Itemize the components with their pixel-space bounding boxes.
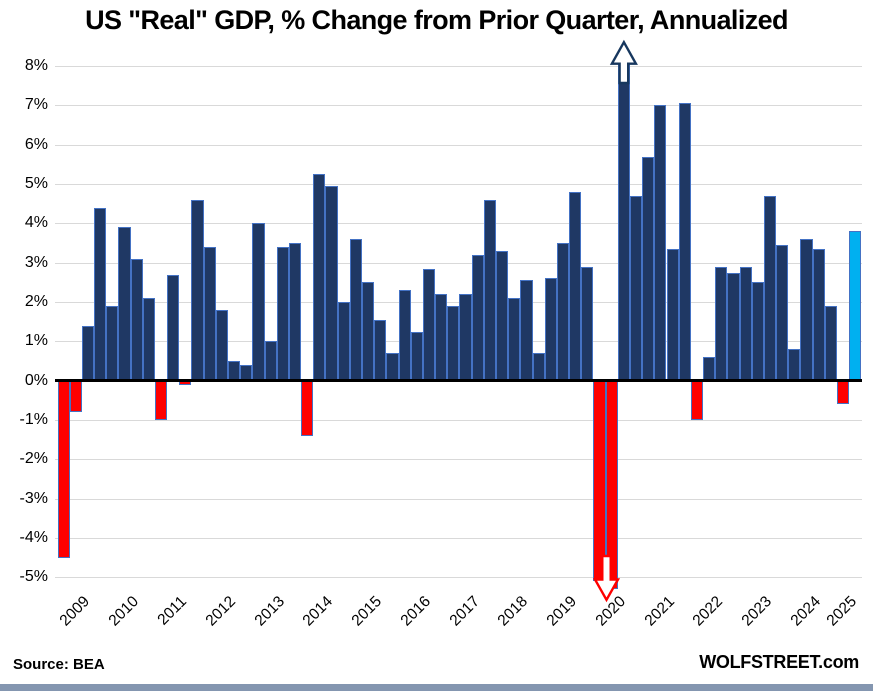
x-tick-label-2022: 2022	[689, 593, 727, 630]
gridline	[55, 459, 862, 461]
y-tick-label: -4%	[19, 528, 48, 546]
x-tick-label-2019: 2019	[543, 593, 581, 630]
y-tick-label: 6%	[24, 135, 48, 153]
y-tick-label: -3%	[19, 489, 48, 507]
y-tick-label: -2%	[19, 450, 48, 468]
x-tick-label-2013: 2013	[251, 593, 288, 630]
x-tick-label-2021: 2021	[641, 593, 678, 630]
y-tick-label: 8%	[24, 57, 48, 75]
gridline	[55, 577, 862, 579]
zero-axis-line	[55, 379, 862, 383]
gridline	[55, 105, 862, 107]
x-tick-label-2016: 2016	[397, 593, 434, 630]
y-tick-label: 3%	[24, 253, 48, 271]
y-tick-label: 1%	[24, 332, 48, 350]
brand-band	[0, 684, 873, 691]
x-tick-label-2015: 2015	[348, 593, 386, 630]
y-tick-label: 5%	[24, 175, 48, 193]
offscale-arrows	[592, 39, 638, 603]
x-tick-label-2017: 2017	[446, 593, 483, 630]
y-tick-label: 2%	[24, 293, 48, 311]
x-tick-label-2023: 2023	[738, 593, 775, 630]
x-tick-label-2014: 2014	[300, 593, 337, 630]
gridline	[55, 184, 862, 186]
x-tick-label-2018: 2018	[494, 593, 532, 630]
x-tick-label-2020: 2020	[592, 593, 629, 630]
y-tick-label: 4%	[24, 214, 48, 232]
gridline	[55, 498, 862, 500]
gridline	[55, 66, 862, 68]
x-tick-label-2010: 2010	[105, 593, 142, 630]
x-tick-label-2012: 2012	[202, 593, 240, 630]
y-tick-label: 0%	[24, 371, 48, 389]
gridline	[55, 302, 862, 304]
gridline	[55, 223, 862, 225]
gridline	[55, 420, 862, 422]
source-note: Source: BEA	[13, 656, 105, 673]
plot-area	[55, 61, 862, 589]
y-tick-label: 7%	[24, 96, 48, 114]
gridline	[55, 537, 862, 539]
x-tick-label-2011: 2011	[154, 593, 191, 629]
y-tick-label: -5%	[19, 568, 48, 586]
offscale-down-arrow-icon	[592, 554, 621, 603]
offscale-up-arrow-icon	[609, 39, 638, 85]
x-tick-label-2009: 2009	[56, 593, 93, 630]
y-tick-label: -1%	[19, 411, 48, 429]
brand-wordmark: WOLFSTREET.com	[699, 652, 859, 672]
gridline	[55, 144, 862, 146]
chart-title: US "Real" GDP, % Change from Prior Quart…	[85, 5, 788, 35]
gridline	[55, 262, 862, 264]
